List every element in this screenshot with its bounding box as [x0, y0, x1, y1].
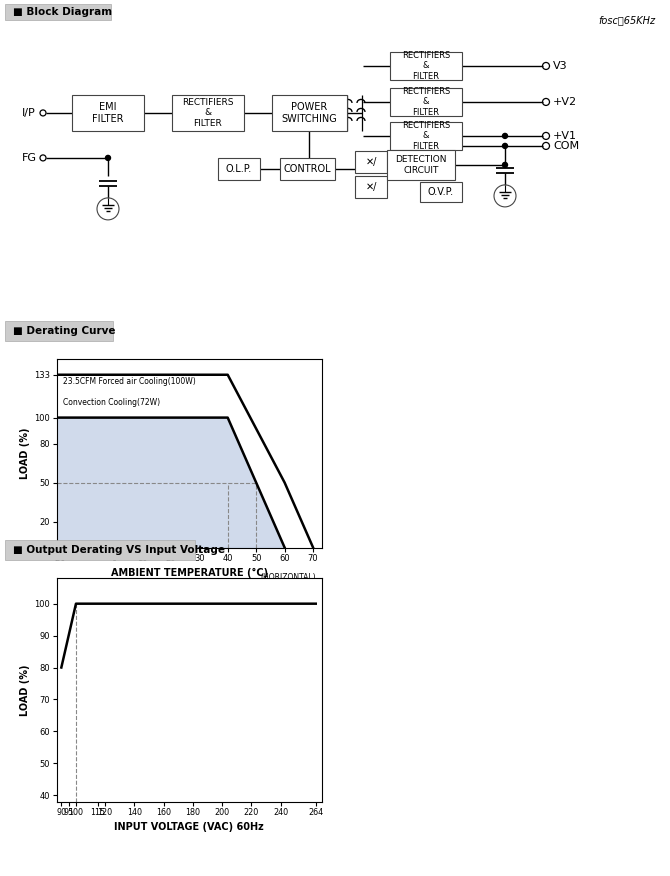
Bar: [5, 321, 113, 341]
Text: FG: FG: [22, 153, 37, 163]
Bar: [72, 95, 144, 131]
Bar: [390, 122, 462, 150]
Text: I/P: I/P: [22, 108, 36, 118]
Polygon shape: [57, 418, 285, 548]
Circle shape: [105, 155, 111, 160]
Text: RECTIFIERS
&
FILTER: RECTIFIERS & FILTER: [182, 98, 234, 128]
Circle shape: [502, 133, 507, 138]
Text: fosc：65KHz: fosc：65KHz: [598, 15, 655, 25]
Bar: [355, 176, 387, 198]
Y-axis label: LOAD (%): LOAD (%): [20, 664, 30, 716]
Text: RECTIFIERS
&
FILTER: RECTIFIERS & FILTER: [402, 121, 450, 151]
Text: (HORIZONTAL): (HORIZONTAL): [260, 574, 316, 583]
Text: ■ Derating Curve: ■ Derating Curve: [13, 326, 115, 336]
Bar: [5, 540, 195, 560]
Bar: [387, 150, 455, 180]
Bar: [420, 182, 462, 201]
Text: O.L.P.: O.L.P.: [226, 164, 252, 174]
Bar: [5, 4, 111, 20]
Text: 23.5CFM Forced air Cooling(100W): 23.5CFM Forced air Cooling(100W): [62, 377, 196, 385]
X-axis label: AMBIENT TEMPERATURE (°C): AMBIENT TEMPERATURE (°C): [111, 568, 268, 577]
Bar: [390, 52, 462, 80]
Text: RECTIFIERS
&
FILTER: RECTIFIERS & FILTER: [402, 51, 450, 81]
Text: ✕/: ✕/: [365, 182, 377, 192]
Text: COM: COM: [553, 141, 579, 151]
Bar: [280, 158, 335, 180]
Text: EMI
FILTER: EMI FILTER: [92, 102, 124, 124]
Text: ■ Block Diagram: ■ Block Diagram: [13, 7, 112, 17]
Text: +V2: +V2: [553, 97, 577, 107]
Y-axis label: LOAD (%): LOAD (%): [20, 427, 30, 479]
Text: DETECTION
CIRCUIT: DETECTION CIRCUIT: [395, 155, 447, 174]
Text: V3: V3: [553, 61, 567, 71]
Bar: [390, 88, 462, 116]
X-axis label: INPUT VOLTAGE (VAC) 60Hz: INPUT VOLTAGE (VAC) 60Hz: [115, 822, 264, 831]
Bar: [355, 151, 387, 173]
Text: +V1: +V1: [553, 131, 577, 141]
Text: O.V.P.: O.V.P.: [428, 187, 454, 197]
Circle shape: [502, 162, 507, 167]
Bar: [172, 95, 244, 131]
Bar: [218, 158, 260, 180]
Text: ✕/: ✕/: [365, 157, 377, 167]
Text: ■ Output Derating VS Input Voltage: ■ Output Derating VS Input Voltage: [13, 545, 225, 555]
Circle shape: [502, 144, 507, 148]
Text: RECTIFIERS
&
FILTER: RECTIFIERS & FILTER: [402, 87, 450, 117]
Text: POWER
SWITCHING: POWER SWITCHING: [281, 102, 338, 124]
Bar: [272, 95, 347, 131]
Text: Convection Cooling(72W): Convection Cooling(72W): [62, 398, 159, 406]
Text: CONTROL: CONTROL: [283, 164, 331, 174]
